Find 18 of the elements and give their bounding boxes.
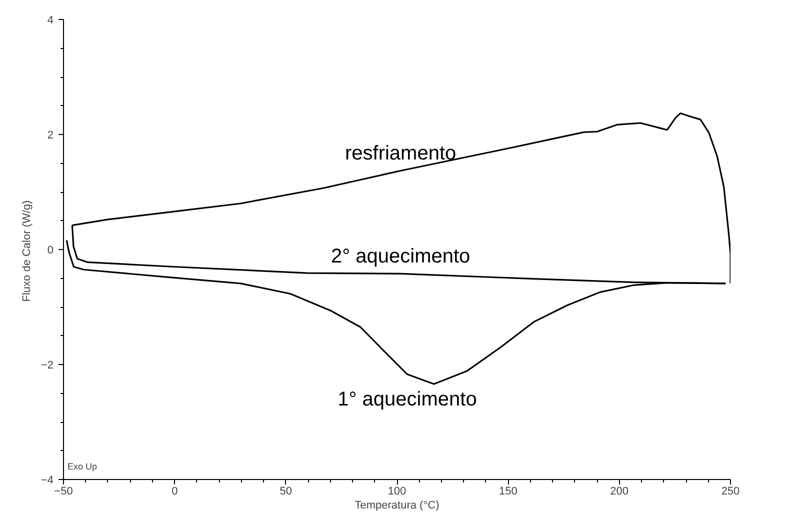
y-tick-label: 4 [47, 14, 54, 26]
y-tick-label: 0 [47, 244, 54, 256]
series-label: resfriamento [344, 142, 456, 165]
series-label: 2° aquecimento [330, 246, 470, 268]
y-axis-title: Fluxo de Calor (W/g) [20, 200, 33, 302]
y-tick-label: −2 [40, 360, 54, 372]
y-tick-label: −4 [40, 474, 54, 486]
x-tick-label: 200 [610, 486, 629, 498]
x-tick-label: −50 [54, 486, 73, 498]
x-tick-label: 0 [172, 486, 178, 498]
x-axis-title: Temperatura (°C) [354, 500, 440, 512]
series-label: 1° aquecimento [338, 388, 477, 410]
x-tick-label: 150 [498, 486, 518, 498]
y-tick-label: 2 [47, 130, 54, 142]
x-tick-label: 250 [721, 486, 740, 498]
x-tick-label: 100 [388, 486, 406, 498]
annotation: Exo Up [68, 462, 98, 472]
x-tick-label: 50 [280, 486, 292, 498]
